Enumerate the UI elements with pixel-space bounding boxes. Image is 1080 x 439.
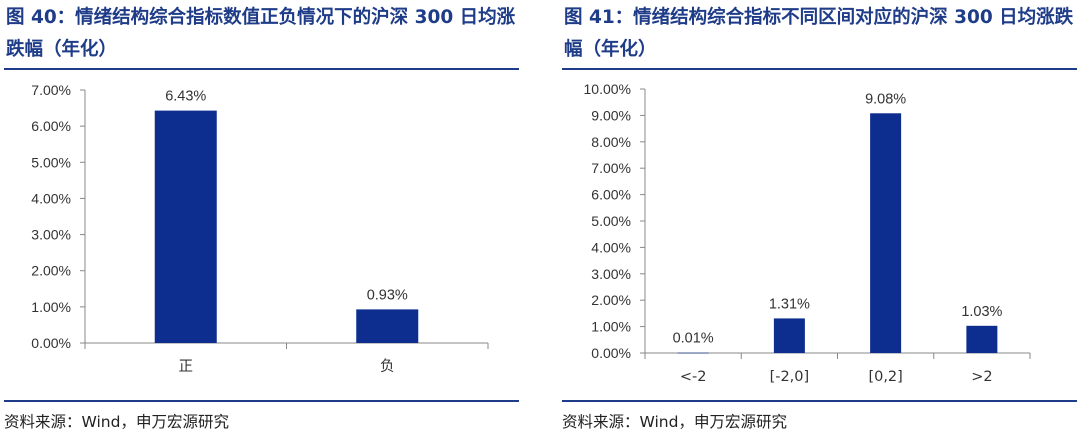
data-label: 6.43% — [165, 89, 206, 105]
figure-41-source: 资料来源：Wind，申万宏源研究 — [562, 413, 787, 431]
y-tick-label: 4.00% — [31, 190, 71, 206]
y-tick-label: 9.00% — [591, 107, 631, 123]
y-tick-label: 3.00% — [31, 227, 71, 243]
data-label: 1.31% — [769, 296, 810, 312]
x-category-label: 正 — [179, 359, 194, 375]
y-tick-label: 6.00% — [31, 118, 71, 134]
y-tick-label: 2.00% — [591, 292, 631, 308]
y-tick-label: 3.00% — [591, 266, 631, 282]
y-tick-label: 2.00% — [31, 263, 71, 279]
figure-41-title: 图 41：情绪结构综合指标不同区间对应的沪深 300 日均涨跌幅（年化） — [564, 7, 1074, 60]
figure-40-panel: 图 40：情绪结构综合指标数值正负情况下的沪深 300 日均涨跌幅（年化） 0.… — [0, 0, 525, 439]
figure-40-chart: 0.00% 1.00% 2.00% 3.00% 4.00% 5.00% 6.00% 7.00%… — [31, 82, 489, 375]
data-label: 0.01% — [673, 331, 714, 347]
figure-41-chart: 0.00% 1.00% 2.00% 3.00% 4.00% 5.00% 6.00% 7.00%… — [584, 81, 1031, 385]
x-category-label: <-2 — [680, 369, 707, 385]
data-label: 9.08% — [865, 91, 906, 107]
figure-40-source: 资料来源：Wind，申万宏源研究 — [4, 413, 229, 431]
data-label: 1.03% — [961, 304, 1002, 320]
figure-41-bottom-rule — [562, 400, 1077, 402]
data-label: 0.93% — [367, 287, 408, 303]
figure-41-panel: 图 41：情绪结构综合指标不同区间对应的沪深 300 日均涨跌幅（年化） 0.0… — [558, 0, 1080, 439]
bar — [773, 318, 805, 353]
x-category-label: >2 — [971, 369, 992, 385]
figure-40-bottom-rule — [4, 400, 519, 402]
y-tick-label: 8.00% — [591, 134, 631, 150]
y-tick-label: 0.00% — [31, 335, 71, 351]
y-tick-label: 6.00% — [591, 187, 631, 203]
x-category-label: 负 — [380, 358, 395, 375]
figure-41-top-rule — [562, 68, 1077, 70]
y-tick-label: 7.00% — [591, 160, 631, 176]
y-tick-label: 4.00% — [591, 239, 631, 255]
x-category-label: [0,2] — [868, 369, 902, 385]
bar — [154, 110, 217, 343]
y-tick-label: 7.00% — [31, 82, 71, 98]
bar — [870, 113, 902, 353]
bar — [677, 352, 709, 354]
bar — [966, 325, 998, 353]
figure-40-title: 图 40：情绪结构综合指标数值正负情况下的沪深 300 日均涨跌幅（年化） — [6, 7, 516, 60]
y-tick-label: 10.00% — [584, 81, 631, 97]
figure-40-top-rule — [4, 68, 519, 70]
y-tick-label: 1.00% — [591, 319, 631, 335]
y-tick-label: 1.00% — [31, 299, 71, 315]
x-category-label: [-2,0] — [770, 369, 810, 385]
y-tick-label: 5.00% — [31, 154, 71, 170]
bar — [356, 309, 419, 343]
y-tick-label: 5.00% — [591, 213, 631, 229]
y-tick-label: 0.00% — [591, 345, 631, 361]
